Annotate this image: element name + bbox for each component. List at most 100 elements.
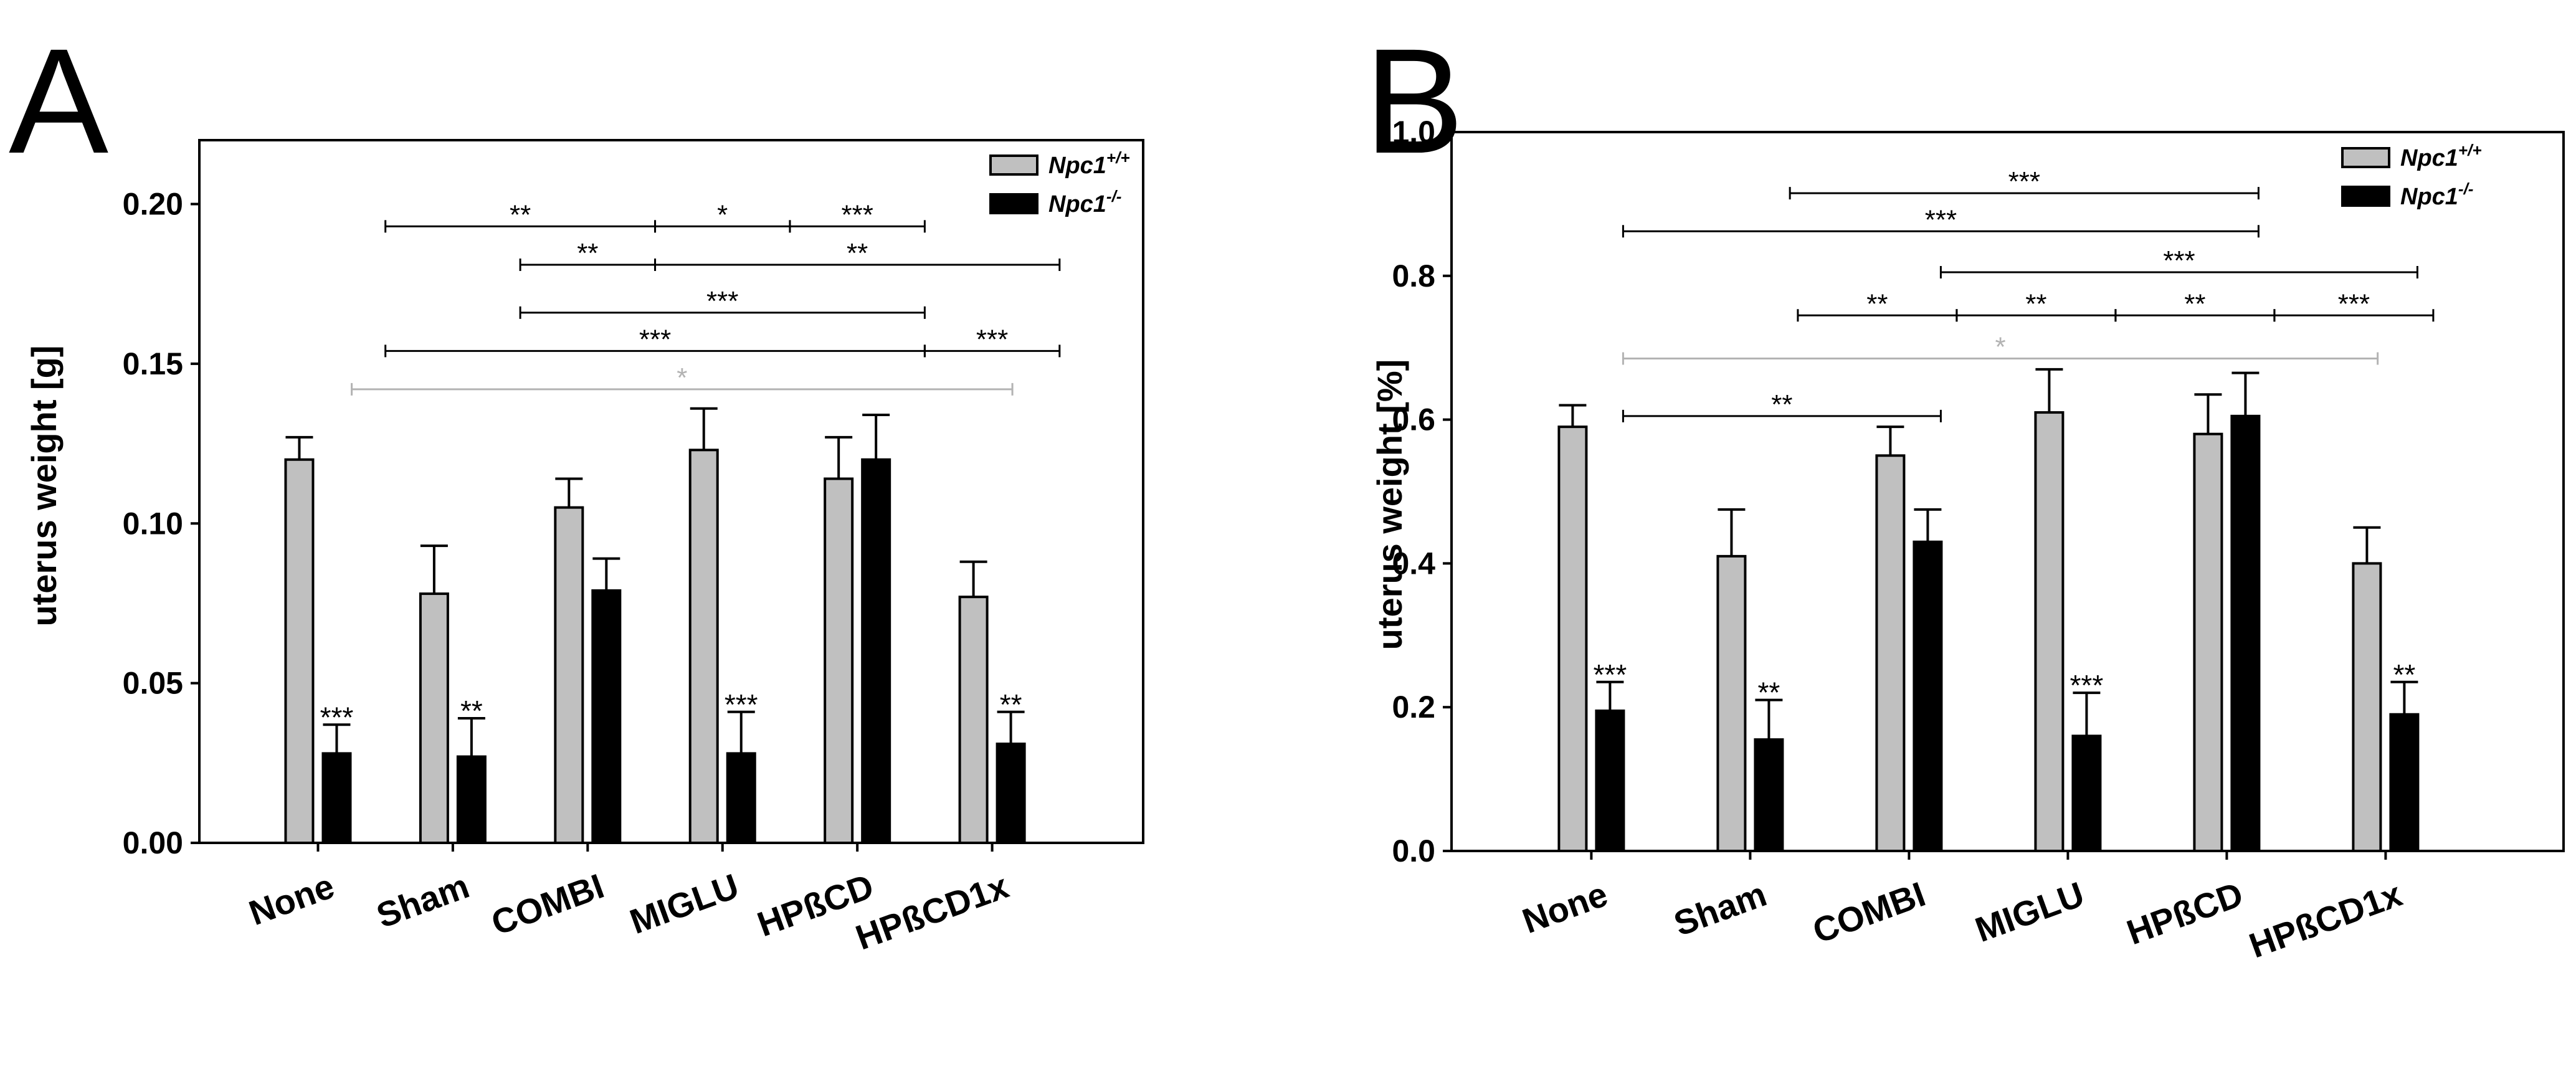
error-bar-b-ko-3	[2073, 691, 2101, 736]
error-bar-a-ko-4	[862, 413, 890, 460]
plot-area-b: 0.0 0.2 0.4 0.6 0.8 1.0 None Sham COMBI MIGLU HPßC…	[1392, 115, 2565, 966]
bar-b-ko-1	[1754, 738, 1784, 852]
bar-b-wt-5	[2352, 562, 2382, 853]
bar-a-wt-4	[824, 477, 854, 844]
panel-b: B 0.0 0.2 0.4 0.6 0.8 1.0 None Sham COMBI MIGLU HP…	[1364, 17, 2565, 966]
error-bar-a-wt-4	[825, 435, 853, 479]
error-bar-a-wt-2	[555, 477, 583, 508]
error-bar-a-ko-1	[457, 717, 485, 757]
error-bar-b-ko-5	[2390, 680, 2418, 715]
category-label-b-4: HPßCD	[2122, 874, 2248, 952]
plot-frame-a	[198, 139, 1144, 844]
y-tick-label-a-0: 0.00	[123, 825, 183, 860]
comparison-bracket-a-4	[654, 258, 1061, 271]
bar-a-wt-1	[419, 592, 449, 845]
significance-mark-a-0: ***	[320, 701, 354, 733]
error-bar-a-wt-0	[285, 435, 313, 460]
error-bar-b-ko-1	[1755, 698, 1783, 740]
significance-mark-a-1: **	[460, 695, 483, 727]
comparison-label-a-7: ***	[976, 324, 1008, 354]
y-tick-label-b-5: 1.0	[1392, 115, 1435, 150]
comparison-bracket-a-2	[789, 220, 926, 233]
error-bar-b-ko-4	[2231, 371, 2260, 416]
category-label-a-3: MIGLU	[625, 866, 744, 941]
bar-b-ko-5	[2389, 713, 2420, 852]
error-bar-a-wt-5	[959, 560, 987, 597]
category-label-a-2: COMBI	[486, 866, 609, 943]
error-bar-a-ko-0	[323, 723, 351, 754]
comparison-label-a-8: *	[677, 363, 687, 393]
bar-b-wt-3	[2034, 411, 2065, 852]
legend-label-b-ko: Npc1-/-	[2400, 179, 2473, 210]
plot-frame-b	[1450, 131, 2565, 852]
panel-a: A 0.00 0.05 0.10 0.15 0.20 None Sham COMBI MIGLU…	[9, 17, 1144, 957]
bar-a-ko-5	[996, 743, 1026, 845]
bar-a-wt-2	[554, 506, 584, 844]
y-tick-label-b-3: 0.6	[1392, 402, 1435, 437]
legend-label-b-wt: Npc1+/+	[2400, 141, 2482, 171]
significance-mark-b-0: ***	[1594, 658, 1627, 691]
comparison-bracket-b-7	[1622, 352, 2379, 365]
comparison-label-b-3: **	[1866, 288, 1888, 319]
significance-mark-b-3: **	[2393, 658, 2415, 691]
error-bar-a-ko-2	[592, 557, 620, 591]
comparison-bracket-a-7	[923, 344, 1061, 358]
y-tick-label-a-1: 0.05	[123, 666, 183, 701]
category-label-b-2: COMBI	[1808, 874, 1931, 951]
error-bar-b-wt-1	[1718, 508, 1746, 556]
category-label-b-1: Sham	[1669, 874, 1772, 943]
bar-a-wt-3	[688, 449, 719, 844]
bar-b-wt-0	[1557, 425, 1588, 852]
error-bar-b-wt-0	[1559, 404, 1587, 427]
comparison-label-b-4: **	[2025, 288, 2046, 319]
bar-b-wt-1	[1716, 554, 1747, 852]
comparison-label-b-0: ***	[2008, 166, 2040, 197]
comparison-bracket-b-0	[1789, 187, 2260, 200]
legend-swatch-b-wt	[2341, 147, 2390, 168]
error-bar-b-ko-0	[1596, 680, 1624, 711]
bar-b-wt-2	[1875, 454, 1906, 852]
bar-b-ko-0	[1595, 709, 1625, 852]
error-bar-b-wt-2	[1876, 425, 1904, 456]
legend-swatch-a-ko	[989, 193, 1038, 214]
comparison-bracket-a-8	[351, 382, 1014, 396]
category-label-b-5: HPßCD1x	[2244, 874, 2407, 965]
comparison-label-a-3: **	[577, 238, 598, 268]
y-axis-label-b: uterus weight [%]	[1370, 359, 1409, 650]
comparison-label-b-1: ***	[1925, 204, 1957, 235]
legend-swatch-b-ko	[2341, 186, 2390, 207]
comparison-label-a-6: ***	[639, 324, 671, 354]
comparison-label-a-4: **	[847, 238, 868, 268]
y-tick-label-b-2: 0.4	[1392, 546, 1435, 581]
legend-label-a-wt: Npc1+/+	[1048, 148, 1130, 179]
comparison-label-a-2: ***	[841, 199, 873, 230]
comparison-label-b-6: ***	[2338, 288, 2370, 319]
plot-area-a: 0.00 0.05 0.10 0.15 0.20 None Sham COMBI MIGLU HP…	[123, 139, 1144, 957]
y-tick-label-a-4: 0.20	[123, 187, 183, 222]
bar-b-ko-4	[2230, 414, 2261, 852]
panel-letter-b: B	[1364, 17, 1464, 184]
comparison-label-b-8: **	[1771, 389, 1792, 420]
error-bar-a-wt-1	[420, 544, 448, 594]
error-bar-a-ko-3	[727, 710, 755, 754]
bar-a-ko-0	[321, 752, 352, 845]
significance-mark-b-1: **	[1757, 677, 1780, 709]
y-axis-label-a: uterus weight [g]	[24, 345, 64, 626]
y-tick-label-b-4: 0.8	[1392, 259, 1435, 293]
error-bar-a-wt-3	[690, 407, 718, 450]
category-label-b-3: MIGLU	[1970, 874, 2089, 949]
significance-mark-b-2: ***	[2070, 669, 2104, 701]
bar-a-wt-5	[958, 596, 989, 844]
y-tick-label-a-3: 0.15	[123, 346, 183, 381]
bar-a-ko-4	[861, 458, 891, 844]
bar-b-ko-3	[2071, 734, 2102, 852]
comparison-bracket-b-1	[1622, 225, 2260, 238]
error-bar-b-wt-5	[2353, 526, 2381, 564]
bar-b-wt-4	[2193, 432, 2223, 852]
y-tick-label-b-1: 0.2	[1392, 690, 1435, 725]
bar-a-ko-1	[456, 755, 487, 844]
category-label-a-1: Sham	[371, 866, 474, 935]
comparison-label-b-5: **	[2184, 288, 2205, 319]
comparison-bracket-b-6	[2273, 309, 2435, 322]
